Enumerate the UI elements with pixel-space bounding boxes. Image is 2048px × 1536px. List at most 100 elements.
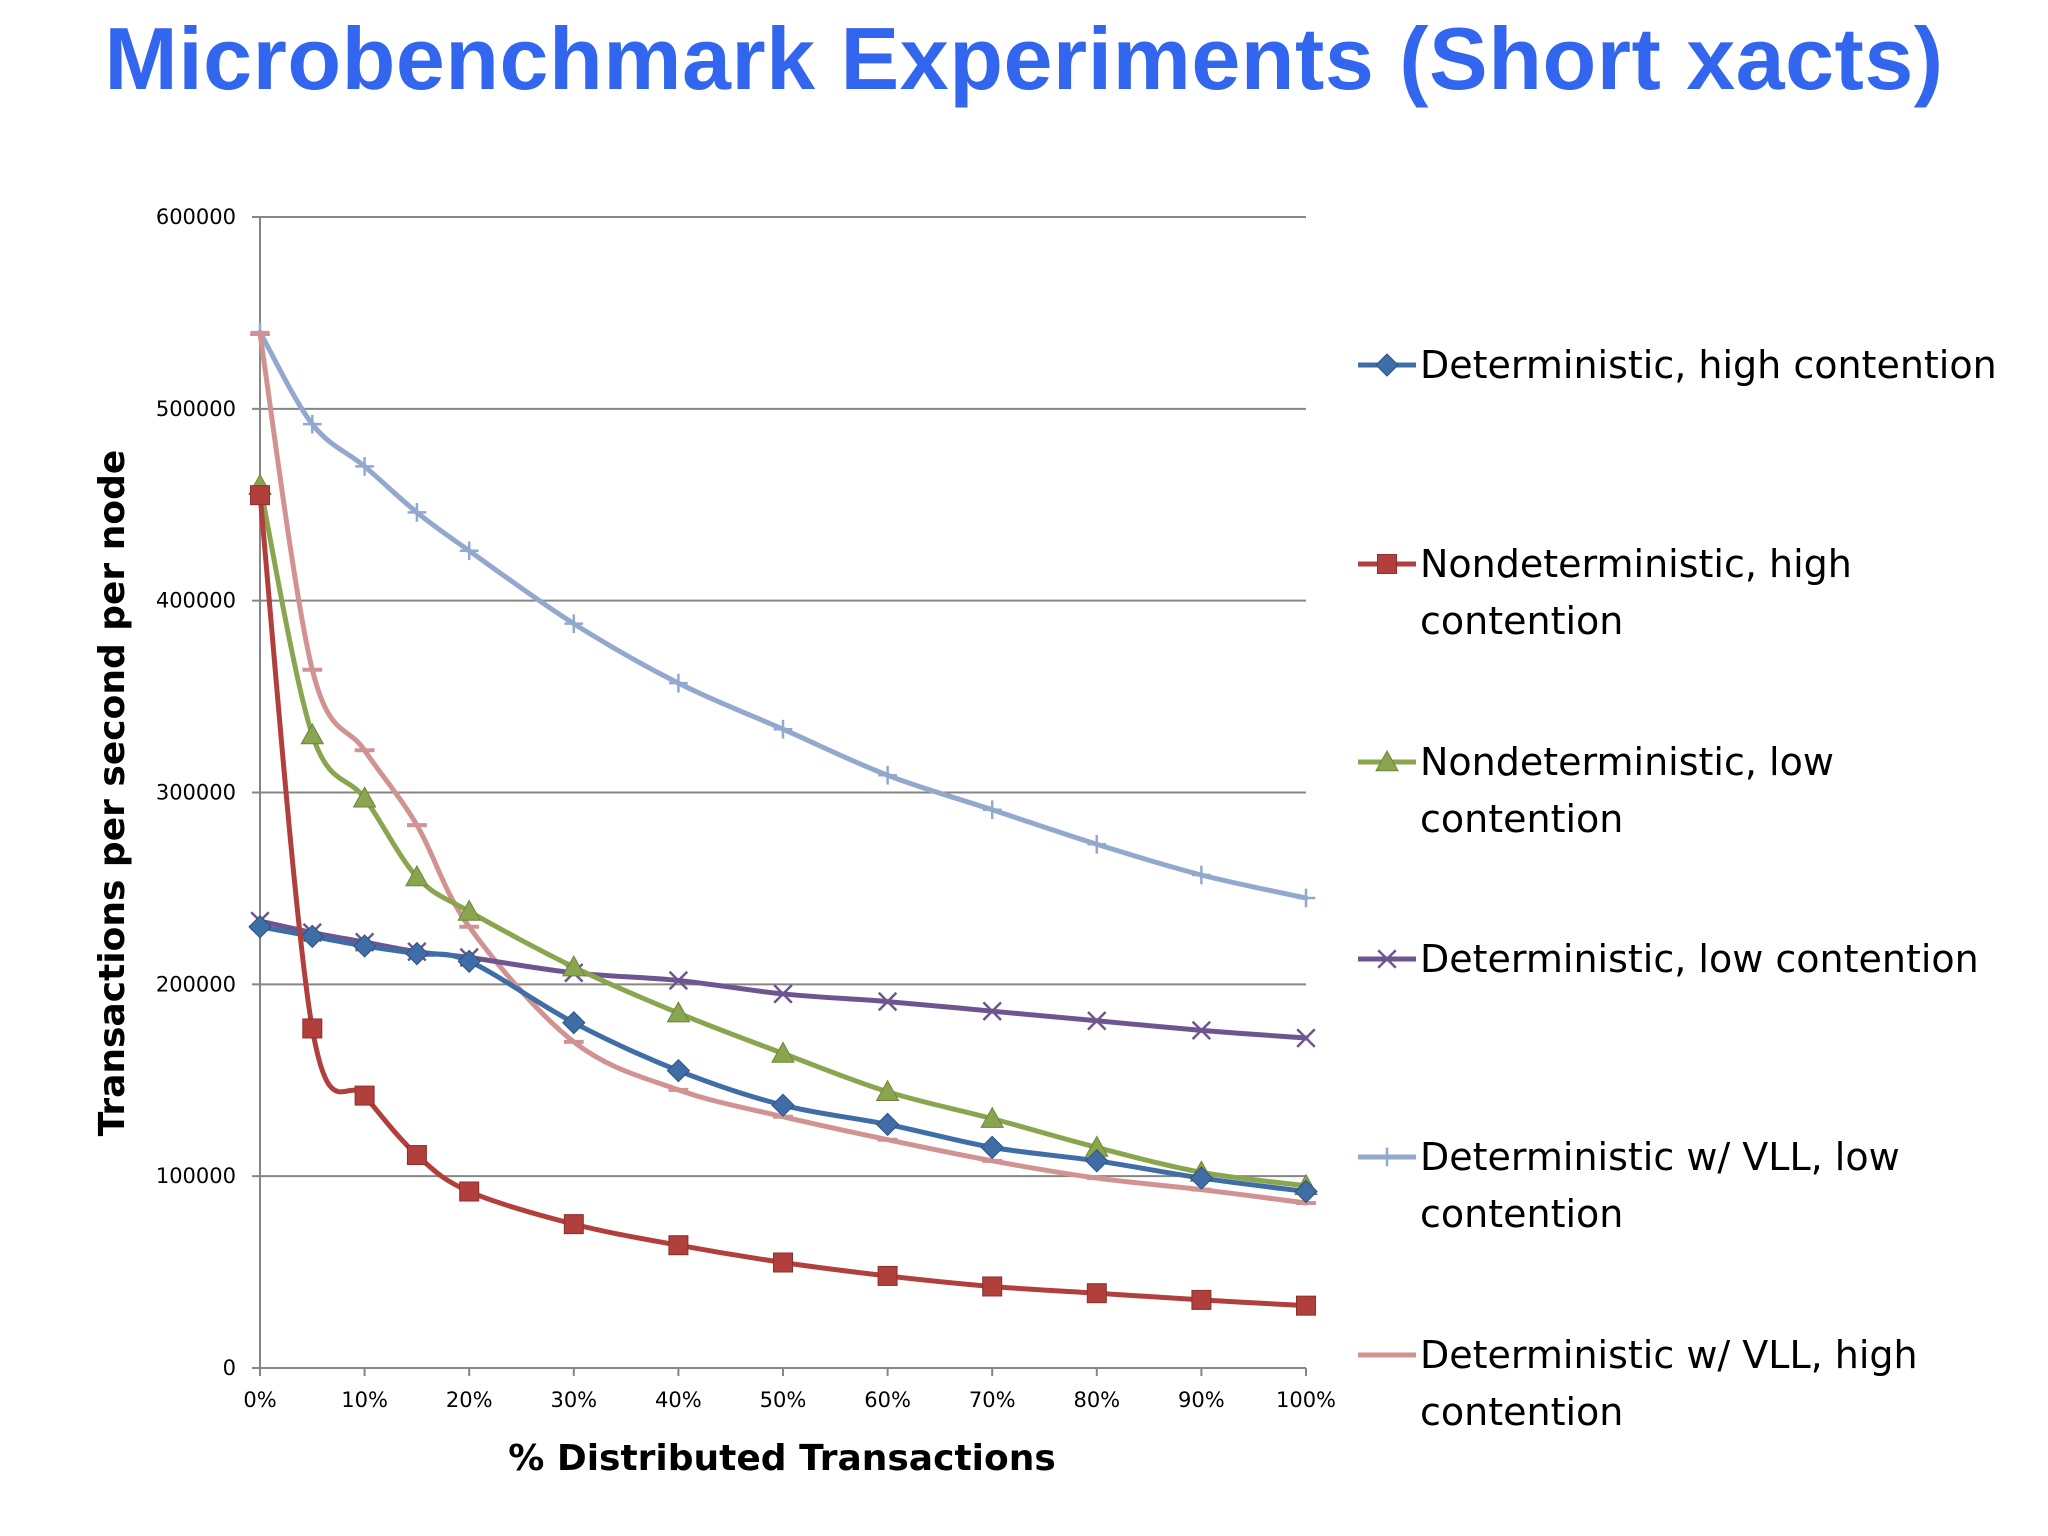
legend: Deterministic, high contention Nondetermi… [1358,343,1997,1434]
x-tick-label: 40% [655,1388,702,1412]
legend-label: Nondeterministic, low [1420,740,1834,784]
data-point [773,719,793,739]
series-4 [250,322,1316,908]
y-tick-label: 100000 [156,1164,236,1188]
data-point [457,949,481,974]
y-tick-label: 200000 [156,972,236,996]
data-point [1189,1166,1214,1190]
data-point [302,414,322,434]
data-point [561,955,586,977]
data-point [980,1135,1004,1160]
x-tick-label: 100% [1276,1388,1336,1412]
data-point [1191,1020,1212,1041]
legend-marker [1377,1147,1397,1167]
series-0 [248,915,1318,1204]
x-tick-label: 90% [1178,1388,1225,1412]
y-tick-label: 500000 [156,397,236,421]
data-point [300,722,325,745]
data-point [248,915,272,939]
data-point [875,1112,900,1137]
x-tick-label: 80% [1073,1388,1120,1412]
data-point [562,1010,586,1035]
data-point [982,800,1002,820]
legend-marker [1375,353,1399,377]
legend-label: Nondeterministic, high [1420,542,1852,586]
legend-marker [1377,554,1397,574]
data-point [300,924,325,949]
data-point [668,1235,689,1256]
data-point [564,614,584,634]
grid-lines [260,216,1306,1178]
data-point [1294,1179,1318,1204]
data-point [666,1001,691,1023]
data-point [875,1079,900,1102]
series-1 [250,485,1316,1316]
data-point [459,541,479,561]
x-tick-label: 60% [864,1388,911,1412]
legend-label: contention [1420,599,1623,643]
data-point [773,1252,793,1273]
x-tick-label: 30% [550,1388,597,1412]
data-point [250,485,270,506]
legend-marker [1375,749,1399,772]
data-point [563,1214,584,1235]
data-point [405,941,429,966]
series-line [257,483,1309,1189]
y-axis-tick-labels: 0 100000 200000 300000 400000 500000 600000 [156,205,236,1380]
data-series [248,322,1318,1316]
data-point [1296,888,1316,908]
legend-label: Deterministic, low contention [1420,937,1979,981]
data-point [1085,1149,1109,1173]
data-point [877,991,898,1012]
data-point [1087,834,1107,854]
data-point [771,1093,795,1117]
series-3 [250,911,1316,1048]
legend-item-5: Deterministic w/ VLL, high contention [1358,1333,1918,1434]
data-point [355,457,374,476]
data-point [459,1181,480,1202]
x-tick-label: 10% [341,1388,388,1412]
data-point [878,765,897,785]
x-tick-label: 70% [969,1388,1016,1412]
data-point [302,1018,323,1039]
data-point [669,673,688,693]
legend-item-0: Deterministic, high contention [1358,343,1997,387]
legend-item-4: Deterministic w/ VLL, low contention [1358,1135,1900,1236]
data-point [771,1041,795,1063]
data-point [1296,1295,1316,1316]
x-axis-title: % Distributed Transactions [508,1438,1056,1479]
data-point [1192,865,1211,885]
data-point [457,899,482,921]
legend-marker [1377,949,1397,969]
data-point [982,1276,1003,1297]
legend-item-1: Nondeterministic, high contention [1358,542,1852,643]
data-point [1191,1289,1212,1310]
axes [252,216,1307,1376]
legend-label: Deterministic w/ VLL, low [1420,1135,1900,1179]
data-point [352,786,377,808]
slide-title: Microbenchmark Experiments (Short xacts) [104,9,1944,108]
data-point [405,864,429,887]
data-point [666,1058,691,1083]
legend-item-3: Deterministic, low contention [1358,937,1979,981]
data-point [1087,1011,1107,1031]
series-2 [248,473,1318,1196]
legend-label: contention [1420,797,1623,841]
data-point [1296,1028,1316,1048]
data-point [980,1106,1005,1128]
series-line [257,918,1309,1041]
series-line [257,329,1309,901]
x-tick-label: 0% [243,1388,276,1412]
y-tick-label: 300000 [156,781,236,805]
legend-item-2: Nondeterministic, low contention [1358,740,1834,841]
data-point [406,1145,427,1166]
y-tick-label: 600000 [156,205,236,229]
series-line [257,331,1309,1206]
data-point [352,934,377,958]
data-point [354,1085,375,1106]
x-tick-label: 20% [446,1388,493,1412]
data-point [668,970,689,991]
series-5 [250,331,1316,1206]
x-axis-tick-labels: 0% 10% 20% 30% 40% 50% 60% 70% 80% 90% 100% [243,1388,1336,1412]
